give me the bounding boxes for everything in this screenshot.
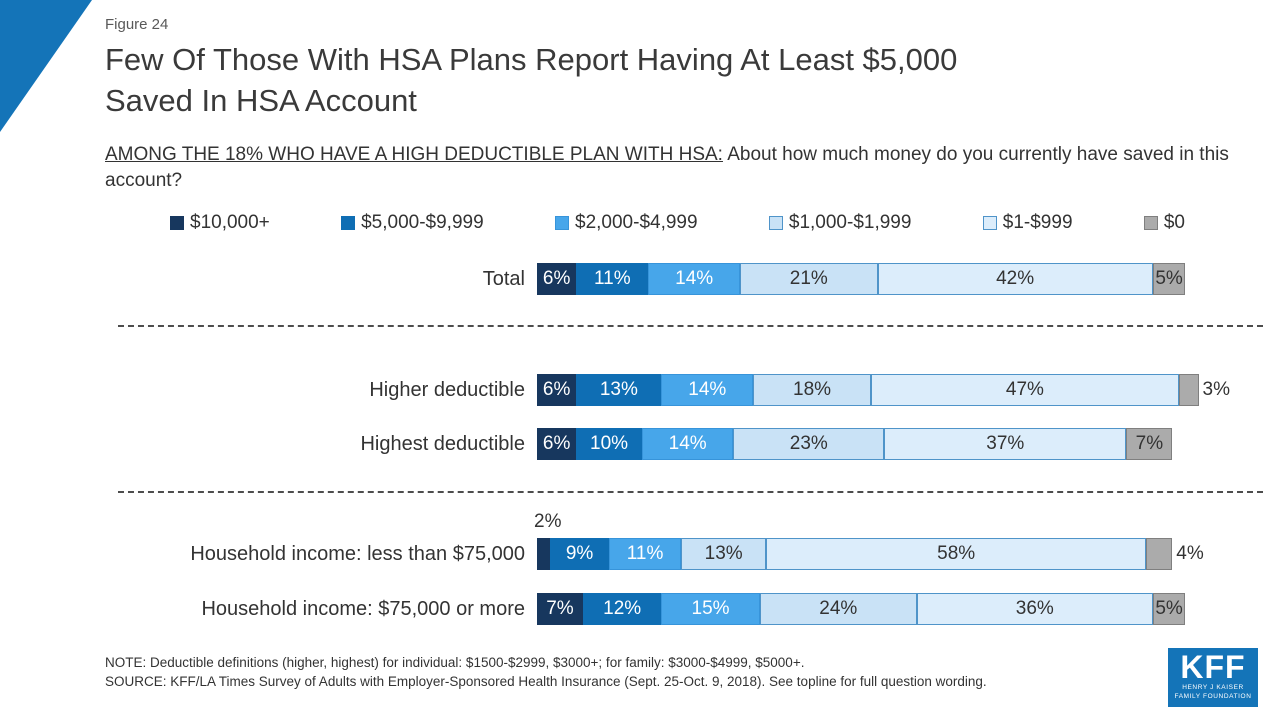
legend-swatch — [341, 216, 356, 230]
chart-row: Household income: $75,000 or more 7% 12% 15… — [0, 593, 1280, 625]
bar-segment-value-label: 2% — [534, 511, 562, 532]
legend-item: $5,000-$9,999 — [341, 212, 484, 234]
bar-segment: 6% — [537, 263, 577, 295]
bar-segment: 6% — [537, 374, 577, 406]
legend-swatch — [768, 216, 783, 230]
row-label: Total — [482, 268, 525, 290]
bar-segment: 14% — [641, 428, 734, 460]
legend-item: $10,000+ — [170, 212, 270, 234]
stacked-bar: 6% 11% 14% 21% 42% 5% — [537, 263, 1186, 295]
legend-item: $2,000-$4,999 — [555, 212, 698, 234]
kff-logo-subtext-line1: HENRY J KAISER — [1182, 684, 1244, 692]
chart-subtitle-question-text: About how much money do you currently ha… — [105, 144, 1229, 192]
chart-row: Household income: less than $75,000 2% 9% 1… — [0, 511, 1280, 570]
stacked-bar: 6% 10% 14% 23% 37% 7% — [537, 428, 1173, 460]
bar-segment-value-label: 4% — [1176, 543, 1204, 564]
bar-segment: 42% — [877, 263, 1153, 295]
bar-segment — [537, 538, 551, 570]
legend-item: $0 — [1143, 212, 1185, 234]
bar-segment: 15% — [661, 593, 760, 625]
bar-segment: 47% — [871, 374, 1179, 406]
bar-segment: 21% — [740, 263, 878, 295]
legend-label: $5,000-$9,999 — [361, 212, 484, 233]
legend-item: $1,000-$1,999 — [768, 212, 912, 234]
stacked-bar: 2% 9% 11% 13% 58% 4% — [534, 511, 1204, 570]
legend-swatch — [170, 216, 184, 230]
dashed-divider — [118, 325, 1263, 327]
legend-swatch — [982, 216, 997, 230]
bar-segment: 58% — [766, 538, 1147, 570]
legend-label: $0 — [1163, 212, 1185, 233]
row-label: Household income: less than $75,000 — [190, 543, 525, 565]
stacked-bar: 7% 12% 15% 24% 36% 5% — [537, 593, 1186, 625]
bar-segment: 24% — [759, 593, 917, 625]
bar-segment: 37% — [884, 428, 1127, 460]
bar-segment-value-label: 3% — [1202, 379, 1230, 400]
chart-row: Total 6% 11% 14% 21% 42% 5% — [0, 263, 1280, 295]
bar-segment: 14% — [661, 374, 754, 406]
chart-title-line2: Saved In HSA Account — [105, 82, 417, 118]
legend-swatch — [1143, 216, 1158, 230]
bar-segment: 10% — [576, 428, 642, 460]
bar-segment — [1178, 374, 1199, 406]
chart-legend: $10,000+ $5,000-$9,999 $2,000-$4,999 $1,000… — [170, 212, 1185, 234]
chart-subtitle: AMONG THE 18% WHO HAVE A HIGH DEDUCTIBLE… — [105, 142, 1235, 194]
kff-logo-subtext-line2: FAMILY FOUNDATION — [1174, 693, 1252, 701]
chart-row: Highest deductible 6% 10% 14% 23% 37% 7% — [0, 428, 1280, 460]
bar-segment: 12% — [582, 593, 662, 625]
bar-segment — [1146, 538, 1173, 570]
note-text: NOTE: Deductible definitions (higher, hi… — [105, 655, 805, 670]
footnotes: NOTE: Deductible definitions (higher, hi… — [105, 654, 1155, 692]
chart-title: Few Of Those With HSA Plans Report Havin… — [105, 40, 1245, 122]
chart-subtitle-question-stem: AMONG THE 18% WHO HAVE A HIGH DEDUCTIBLE… — [105, 144, 723, 165]
legend-label: $1,000-$1,999 — [788, 212, 912, 233]
legend-label: $1-$999 — [1002, 212, 1073, 233]
legend-item: $1-$999 — [982, 212, 1073, 234]
chart-title-line1: Few Of Those With HSA Plans Report Havin… — [105, 42, 958, 77]
bar-segment: 11% — [609, 538, 682, 570]
chart-row: Higher deductible 6% 13% 14% 18% 47% 3% — [0, 374, 1280, 406]
bar-segment: 6% — [537, 428, 577, 460]
bar-segment: 9% — [550, 538, 610, 570]
row-label: Household income: $75,000 or more — [201, 598, 525, 620]
bar-segment: 36% — [916, 593, 1153, 625]
bar-segment: 7% — [1126, 428, 1173, 460]
figure-label: Figure 24 — [105, 16, 169, 33]
stacked-bar: 6% 13% 14% 18% 47% 3% — [537, 374, 1230, 406]
kff-logo: KFF HENRY J KAISER FAMILY FOUNDATION — [1168, 647, 1258, 707]
legend-label: $2,000-$4,999 — [575, 212, 698, 233]
bar-segment: 5% — [1152, 263, 1186, 295]
row-label: Higher deductible — [369, 379, 525, 401]
row-label: Highest deductible — [360, 433, 525, 455]
dashed-divider — [118, 491, 1263, 493]
bar-segment: 14% — [648, 263, 741, 295]
kff-logo-letters: KFF — [1180, 648, 1246, 685]
bar-segment: 11% — [576, 263, 649, 295]
bar-segment: 7% — [537, 593, 583, 625]
bar-segment: 13% — [681, 538, 767, 570]
bar-segment: 23% — [733, 428, 885, 460]
bar-segment: 13% — [576, 374, 662, 406]
bar-segment: 18% — [753, 374, 872, 406]
bar-segment: 5% — [1152, 593, 1186, 625]
legend-label: $10,000+ — [190, 212, 270, 233]
source-text: SOURCE: KFF/LA Times Survey of Adults wi… — [105, 673, 987, 689]
legend-swatch — [555, 216, 569, 230]
